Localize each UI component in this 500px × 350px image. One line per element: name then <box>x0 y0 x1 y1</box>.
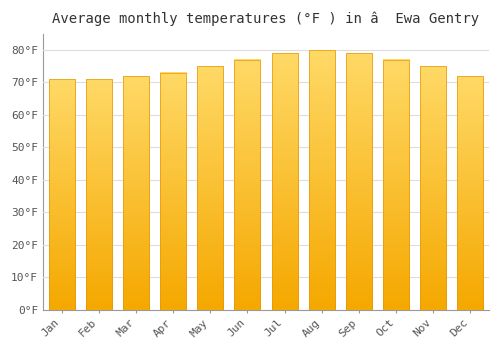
Bar <box>308 50 334 310</box>
Bar <box>197 66 223 310</box>
Bar <box>48 79 74 310</box>
Bar <box>272 53 297 310</box>
Bar <box>458 76 483 310</box>
Bar <box>123 76 149 310</box>
Bar <box>86 79 112 310</box>
Bar <box>346 53 372 310</box>
Bar <box>234 60 260 310</box>
Bar <box>383 60 409 310</box>
Bar <box>420 66 446 310</box>
Bar <box>160 73 186 310</box>
Title: Average monthly temperatures (°F ) in â  Ewa Gentry: Average monthly temperatures (°F ) in â … <box>52 11 480 26</box>
